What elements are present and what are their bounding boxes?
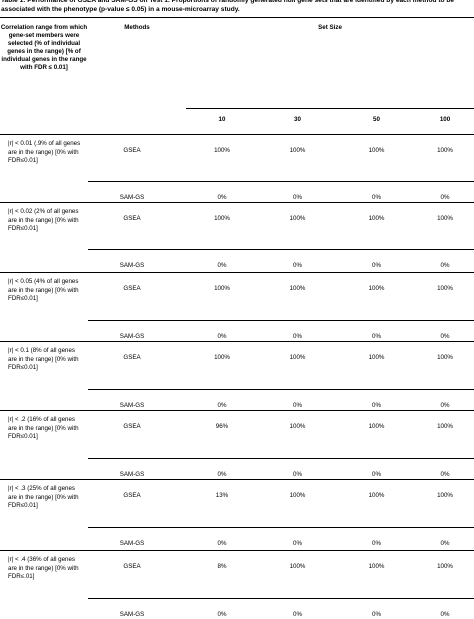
- size-header-10: 10: [186, 109, 258, 135]
- correlation-range-cell: |r| < 0.02 (2% of all genes are in the r…: [0, 203, 88, 273]
- table-caption: Table 1: Performance of GSEA and SAM-GS …: [1, 0, 473, 14]
- header-correlation-range: Correlation range from which gene-set me…: [0, 18, 88, 135]
- value-cell: 8%: [186, 551, 258, 599]
- value-cell: 0%: [258, 321, 337, 342]
- value-cell: 100%: [416, 203, 474, 250]
- value-cell: 0%: [416, 528, 474, 551]
- table-row: |r| < .4 (36% of all genes are in the ra…: [0, 551, 474, 599]
- value-cell: 100%: [416, 273, 474, 321]
- value-cell: 100%: [337, 551, 416, 599]
- value-cell: 0%: [258, 390, 337, 411]
- value-cell: 100%: [258, 480, 337, 528]
- value-cell: 0%: [416, 390, 474, 411]
- value-cell: 0%: [416, 321, 474, 342]
- method-cell: SAM-GS: [88, 182, 186, 203]
- size-header-50: 50: [337, 109, 416, 135]
- value-cell: 0%: [186, 459, 258, 480]
- method-cell: SAM-GS: [88, 459, 186, 480]
- value-cell: 0%: [258, 182, 337, 203]
- method-cell: GSEA: [88, 135, 186, 182]
- value-cell: 100%: [337, 203, 416, 250]
- results-table: Correlation range from which gene-set me…: [0, 17, 474, 619]
- value-cell: 100%: [337, 342, 416, 390]
- method-cell: GSEA: [88, 411, 186, 459]
- value-cell: 0%: [337, 459, 416, 480]
- method-cell: GSEA: [88, 480, 186, 528]
- value-cell: 100%: [258, 342, 337, 390]
- value-cell: 100%: [416, 411, 474, 459]
- method-cell: SAM-GS: [88, 390, 186, 411]
- value-cell: 100%: [416, 480, 474, 528]
- header-row: Correlation range from which gene-set me…: [0, 18, 474, 109]
- value-cell: 100%: [337, 273, 416, 321]
- method-cell: GSEA: [88, 551, 186, 599]
- value-cell: 100%: [416, 135, 474, 182]
- value-cell: 0%: [258, 528, 337, 551]
- value-cell: 0%: [416, 459, 474, 480]
- table-row: |r| < 0.01 (.9% of all genes are in the …: [0, 135, 474, 182]
- value-cell: 0%: [416, 250, 474, 273]
- value-cell: 100%: [258, 273, 337, 321]
- method-cell: SAM-GS: [88, 250, 186, 273]
- value-cell: 0%: [337, 321, 416, 342]
- method-cell: SAM-GS: [88, 528, 186, 551]
- correlation-range-cell: |r| < 0.1 (8% of all genes are in the ra…: [0, 342, 88, 411]
- value-cell: 100%: [258, 411, 337, 459]
- value-cell: 0%: [258, 250, 337, 273]
- value-cell: 0%: [186, 390, 258, 411]
- table-row: |r| < .3 (25% of all genes are in the ra…: [0, 480, 474, 528]
- correlation-range-cell: |r| < 0.01 (.9% of all genes are in the …: [0, 135, 88, 203]
- value-cell: 0%: [337, 182, 416, 203]
- method-cell: GSEA: [88, 203, 186, 250]
- header-set-size: Set Size: [186, 18, 474, 109]
- value-cell: 100%: [337, 411, 416, 459]
- value-cell: 0%: [337, 250, 416, 273]
- value-cell: 100%: [186, 203, 258, 250]
- correlation-range-cell: |r| < .2 (16% of all genes are in the ra…: [0, 411, 88, 480]
- correlation-range-cell: |r| < 0.05 (4% of all genes are in the r…: [0, 273, 88, 342]
- method-cell: GSEA: [88, 273, 186, 321]
- method-cell: SAM-GS: [88, 321, 186, 342]
- header-methods: Methods: [88, 18, 186, 135]
- value-cell: 0%: [186, 182, 258, 203]
- value-cell: 0%: [186, 321, 258, 342]
- value-cell: 100%: [186, 342, 258, 390]
- value-cell: 0%: [258, 459, 337, 480]
- value-cell: 0%: [337, 390, 416, 411]
- value-cell: 100%: [416, 342, 474, 390]
- value-cell: 100%: [258, 135, 337, 182]
- size-header-100: 100: [416, 109, 474, 135]
- value-cell: 0%: [186, 250, 258, 273]
- value-cell: 0%: [416, 182, 474, 203]
- value-cell: 0%: [337, 528, 416, 551]
- value-cell: 0%: [186, 528, 258, 551]
- method-cell: GSEA: [88, 342, 186, 390]
- value-cell: 100%: [258, 203, 337, 250]
- table-body: Correlation range from which gene-set me…: [0, 18, 474, 619]
- value-cell: 100%: [186, 135, 258, 182]
- value-cell: 100%: [337, 480, 416, 528]
- value-cell: 100%: [416, 551, 474, 599]
- value-cell: 100%: [337, 135, 416, 182]
- value-cell: 100%: [258, 551, 337, 599]
- table-row: |r| < .2 (16% of all genes are in the ra…: [0, 411, 474, 459]
- table-row: |r| < 0.02 (2% of all genes are in the r…: [0, 203, 474, 250]
- size-header-30: 30: [258, 109, 337, 135]
- value-cell: 13%: [186, 480, 258, 528]
- value-cell: 100%: [186, 273, 258, 321]
- table-row: |r| < 0.05 (4% of all genes are in the r…: [0, 273, 474, 321]
- correlation-range-cell: |r| < .3 (25% of all genes are in the ra…: [0, 480, 88, 551]
- table-row: |r| < 0.1 (8% of all genes are in the ra…: [0, 342, 474, 390]
- value-cell: 96%: [186, 411, 258, 459]
